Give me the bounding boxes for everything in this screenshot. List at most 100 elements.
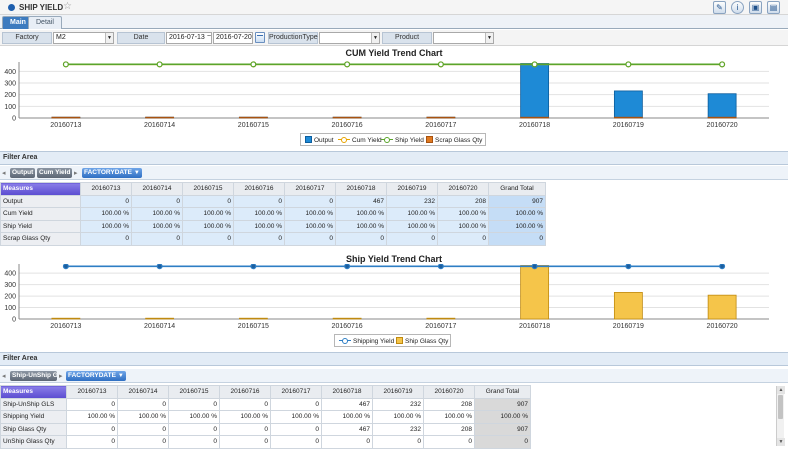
table-cell: 208 bbox=[423, 422, 475, 436]
date-from-input[interactable]: 2016-07-13 bbox=[166, 32, 212, 44]
edit-icon[interactable]: ✎ bbox=[713, 1, 726, 14]
column-header[interactable]: 20160720 bbox=[437, 182, 489, 196]
legend-label: Shipping Yield bbox=[353, 338, 395, 345]
table-row: Ship Yield 100.00 % 100.00 % 100.00 % 100.00… bbox=[0, 219, 546, 233]
bar-scrap-glass-qty bbox=[613, 116, 643, 119]
factory-select[interactable]: M2 ▼ bbox=[53, 32, 114, 44]
chip-label: FACTORYDATE bbox=[84, 169, 132, 176]
legend-item-ship-glass-qty[interactable]: Ship Glass Qty bbox=[396, 337, 448, 346]
table-cell: 0 bbox=[488, 232, 546, 246]
table-cell: 232 bbox=[372, 397, 424, 411]
table-header-row: Measures 20160713 20160714 20160715 20160716… bbox=[0, 182, 546, 196]
chevron-down-icon[interactable]: ▼ bbox=[371, 33, 379, 43]
legend-swatch bbox=[305, 136, 312, 143]
scroll-down-icon[interactable]: ▼ bbox=[777, 438, 785, 446]
chevron-right-icon[interactable]: ▸ bbox=[59, 373, 63, 380]
chevron-right-icon[interactable]: ▸ bbox=[74, 170, 78, 177]
scrollbar-thumb[interactable] bbox=[778, 395, 783, 419]
measures-header[interactable]: Measures bbox=[0, 182, 81, 196]
field-chip-factorydate[interactable]: FACTORYDATE ▼ bbox=[66, 371, 126, 381]
table-cell: 100.00 % bbox=[233, 219, 285, 233]
x-tick-label: 20160715 bbox=[238, 323, 269, 330]
favorite-star-icon[interactable]: ☆ bbox=[63, 1, 72, 12]
x-tick-label: 20160713 bbox=[50, 122, 81, 129]
chevron-left-icon[interactable]: ◂ bbox=[2, 373, 6, 380]
date-label: Date bbox=[117, 32, 165, 44]
measures-header[interactable]: Measures bbox=[0, 385, 67, 399]
field-chip-output[interactable]: Output bbox=[10, 168, 36, 178]
legend-item-output[interactable]: Output bbox=[305, 136, 334, 145]
point-ship-yield bbox=[625, 61, 632, 68]
filter-icon[interactable]: ▼ bbox=[133, 170, 140, 176]
column-header[interactable]: 20160717 bbox=[270, 385, 322, 399]
table-cell: 0 bbox=[284, 194, 336, 208]
table-cell: 0 bbox=[437, 232, 489, 246]
column-header[interactable]: 20160713 bbox=[66, 385, 118, 399]
column-header[interactable]: 20160717 bbox=[284, 182, 336, 196]
table-cell: 0 bbox=[270, 397, 322, 411]
column-header[interactable]: 20160714 bbox=[117, 385, 169, 399]
column-header[interactable]: 20160718 bbox=[335, 182, 387, 196]
column-header[interactable]: 20160716 bbox=[233, 182, 285, 196]
product-label: Product bbox=[382, 32, 432, 44]
table-cell: 100.00 % bbox=[437, 219, 489, 233]
column-header[interactable]: 20160718 bbox=[321, 385, 373, 399]
field-chip-cum-yield[interactable]: Cum Yield bbox=[37, 168, 73, 178]
x-tick-label: 20160718 bbox=[519, 122, 550, 129]
column-header[interactable]: 20160714 bbox=[131, 182, 183, 196]
column-header[interactable]: 20160719 bbox=[372, 385, 424, 399]
field-chip-ship-unship-gls[interactable]: Ship-UnShip GLS bbox=[10, 371, 57, 381]
table-header-row: Measures 20160713 20160714 20160715 20160716… bbox=[0, 385, 531, 399]
column-header[interactable]: Grand Total bbox=[488, 182, 546, 196]
table-cell: 0 bbox=[131, 194, 183, 208]
save-icon[interactable]: ▣ bbox=[749, 1, 762, 14]
legend-item-cum-yield[interactable]: Cum Yield bbox=[338, 136, 382, 145]
filter-icon[interactable]: ▼ bbox=[117, 373, 124, 379]
table-cell: 100.00 % bbox=[66, 410, 118, 424]
legend-label: Output bbox=[314, 137, 334, 144]
legend-swatch bbox=[381, 136, 393, 143]
chevron-down-icon[interactable]: ▼ bbox=[485, 33, 493, 43]
chevron-down-icon[interactable]: ▼ bbox=[105, 33, 113, 43]
table-cell: 0 bbox=[423, 435, 475, 449]
column-header[interactable]: 20160715 bbox=[168, 385, 220, 399]
production-type-select[interactable]: ▼ bbox=[319, 32, 380, 44]
legend-item-scrap-glass-qty[interactable]: Scrap Glass Qty bbox=[426, 136, 482, 145]
table-row: Ship Glass Qty 0 0 0 0 0 467 232 208 907 bbox=[0, 422, 531, 436]
table-cell: 907 bbox=[474, 397, 531, 411]
date-to-input[interactable]: 2016-07-20 bbox=[213, 32, 253, 44]
x-tick-label: 20160714 bbox=[144, 122, 175, 129]
ship-yield-chart: Ship Yield Trend Chart 0 100 200 300 400 2016… bbox=[0, 248, 788, 350]
table-cell: 0 bbox=[233, 194, 285, 208]
table-cell: 467 bbox=[321, 397, 373, 411]
column-header[interactable]: 20160715 bbox=[182, 182, 234, 196]
table-cell: 0 bbox=[117, 435, 169, 449]
table-cell: 907 bbox=[488, 194, 546, 208]
point-ship-yield bbox=[62, 61, 69, 68]
column-header[interactable]: 20160720 bbox=[423, 385, 475, 399]
column-header[interactable]: 20160719 bbox=[386, 182, 438, 196]
column-header[interactable]: 20160713 bbox=[80, 182, 132, 196]
point-ship-yield bbox=[344, 61, 351, 68]
legend-item-shipping-yield[interactable]: Shipping Yield bbox=[339, 337, 394, 346]
folder-icon[interactable]: ▤ bbox=[767, 1, 780, 14]
product-select[interactable]: ▼ bbox=[433, 32, 494, 44]
info-icon[interactable]: i bbox=[731, 1, 744, 14]
tab-detail[interactable]: Detail bbox=[28, 16, 62, 29]
legend-item-ship-yield[interactable]: Ship Yield bbox=[381, 136, 424, 145]
filter-area-header[interactable]: Filter Area bbox=[0, 352, 788, 366]
filter-area-header[interactable]: Filter Area bbox=[0, 151, 788, 165]
column-header[interactable]: Grand Total bbox=[474, 385, 531, 399]
table-cell: 0 bbox=[80, 232, 132, 246]
y-tick-label: 100 bbox=[4, 305, 16, 312]
table-cell: 0 bbox=[386, 232, 438, 246]
field-chip-factorydate[interactable]: FACTORYDATE ▼ bbox=[82, 168, 142, 178]
scroll-up-icon[interactable]: ▲ bbox=[777, 386, 785, 394]
table-cell: 0 bbox=[168, 397, 220, 411]
chevron-left-icon[interactable]: ◂ bbox=[2, 170, 6, 177]
calendar-icon[interactable] bbox=[255, 32, 265, 43]
vertical-scrollbar[interactable]: ▲ ▼ bbox=[776, 386, 785, 446]
legend-label: Scrap Glass Qty bbox=[435, 137, 483, 144]
table-cell: 0 bbox=[474, 435, 531, 449]
column-header[interactable]: 20160716 bbox=[219, 385, 271, 399]
